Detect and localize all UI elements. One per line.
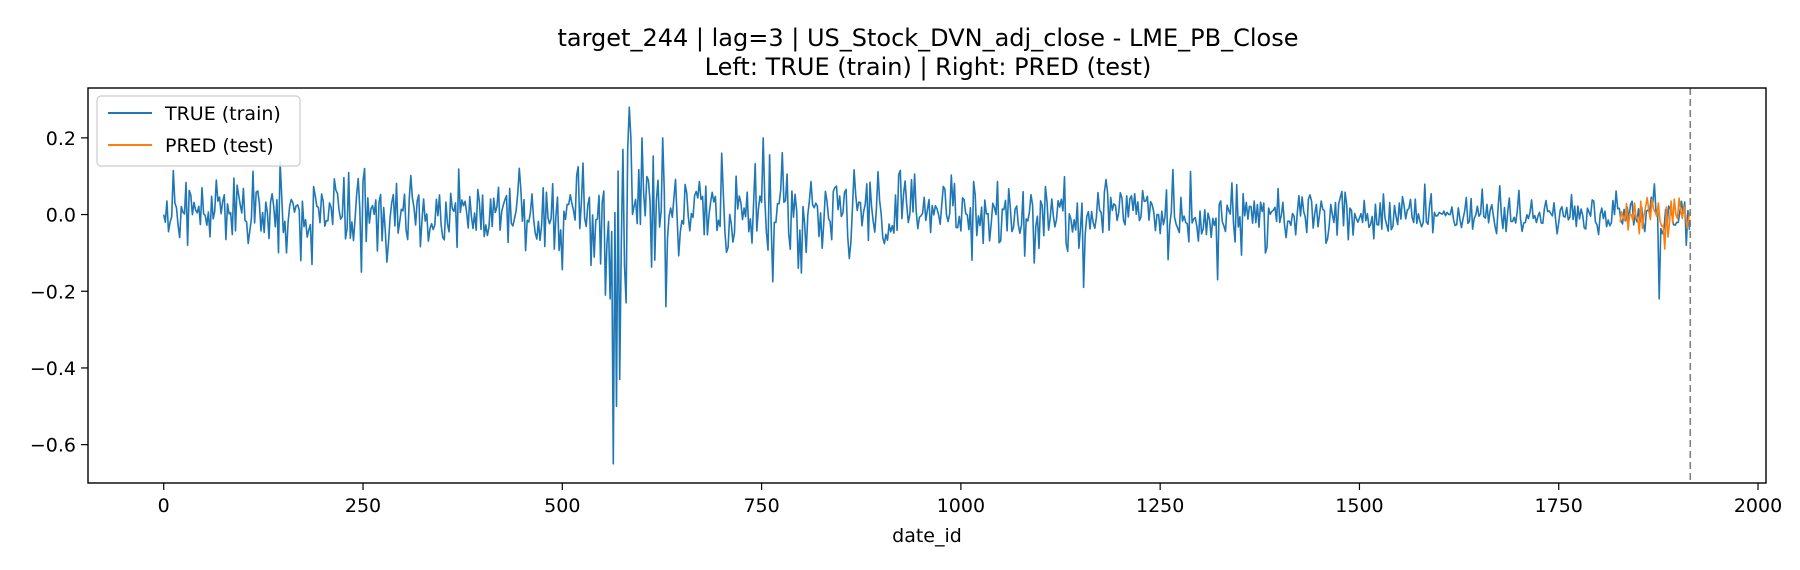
x-axis-label: date_id	[892, 525, 962, 547]
series-line-1	[1619, 196, 1692, 250]
x-tick-label: 750	[743, 495, 779, 517]
legend-label-true: TRUE (train)	[164, 103, 281, 125]
plot-series	[162, 106, 1692, 465]
x-tick-label: 1500	[1335, 495, 1383, 517]
x-tick-label: 1750	[1535, 495, 1583, 517]
chart-title: target_244 | lag=3 | US_Stock_DVN_adj_cl…	[557, 24, 1298, 52]
x-tick-label: 1000	[937, 495, 985, 517]
legend-label-pred: PRED (test)	[165, 135, 274, 157]
y-tick-label: −0.2	[30, 281, 76, 303]
x-tick-label: 250	[345, 495, 381, 517]
y-tick-label: 0.2	[46, 128, 76, 150]
series-line-0	[162, 106, 1691, 465]
x-tick-label: 500	[544, 495, 580, 517]
y-tick-label: −0.6	[30, 435, 76, 457]
y-tick-label: −0.4	[30, 358, 76, 380]
y-axis: 0.2 0.0 −0.2 −0.4 −0.6	[30, 128, 88, 457]
plot-frame	[87, 87, 1767, 484]
x-axis: 0 250 500 750 1000 1250 1500 1750 2000	[158, 483, 1782, 517]
legend: TRUE (train) PRED (test)	[96, 95, 301, 167]
x-tick-label: 1250	[1136, 495, 1184, 517]
x-tick-label: 2000	[1734, 495, 1782, 517]
chart-subtitle: Left: TRUE (train) | Right: PRED (test)	[705, 53, 1152, 81]
x-tick-label: 0	[158, 495, 170, 517]
y-tick-label: 0.0	[46, 205, 76, 227]
